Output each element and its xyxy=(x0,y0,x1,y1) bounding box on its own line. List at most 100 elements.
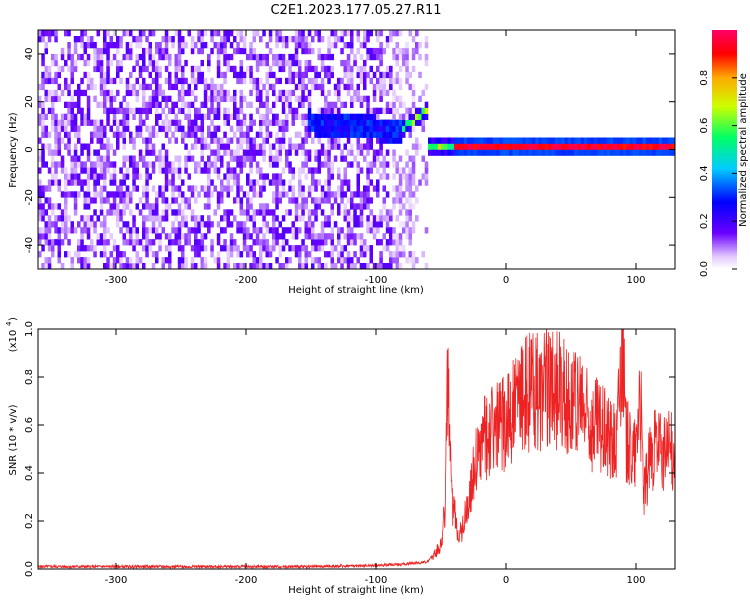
heatmap-cell xyxy=(359,251,364,258)
heatmap-cell xyxy=(350,47,354,55)
heatmap-cell xyxy=(145,161,149,168)
heatmap-cell xyxy=(239,203,244,210)
heatmap-cell xyxy=(41,209,45,216)
heatmap-cell xyxy=(376,167,380,174)
heatmap-cell xyxy=(509,137,513,144)
heatmap-cell xyxy=(203,221,208,228)
heatmap-cell xyxy=(99,155,104,162)
heatmap-cell xyxy=(320,107,325,114)
heatmap-cell xyxy=(369,227,373,234)
heatmap-cell xyxy=(506,137,510,144)
heatmap-cell xyxy=(242,71,247,79)
heatmap-cell xyxy=(311,179,315,186)
heatmap-cell xyxy=(112,263,117,269)
heatmap-cell xyxy=(418,42,422,49)
heatmap-cell xyxy=(164,161,169,168)
heatmap-cell xyxy=(73,191,78,198)
heatmap-cell xyxy=(129,89,133,97)
heatmap-cell xyxy=(168,239,172,246)
heatmap-cell xyxy=(125,239,130,246)
heatmap-cell xyxy=(226,113,230,120)
heatmap-cell xyxy=(226,119,230,126)
heatmap-cell xyxy=(402,245,406,252)
heatmap-cell xyxy=(398,179,403,186)
heatmap-cell xyxy=(376,131,380,138)
heatmap-cell xyxy=(47,185,52,192)
heatmap-cell xyxy=(649,143,653,150)
heatmap-cell xyxy=(379,143,383,150)
heatmap-cell xyxy=(129,233,133,240)
heatmap-cell xyxy=(311,257,315,264)
heatmap-cell xyxy=(564,149,568,156)
heatmap-cell xyxy=(51,149,55,156)
heatmap-cell xyxy=(161,209,165,216)
heatmap-cell xyxy=(252,257,256,264)
heatmap-cell xyxy=(509,143,513,150)
heatmap-cell xyxy=(424,173,429,180)
heatmap-cell xyxy=(285,89,289,97)
heatmap-cell xyxy=(38,233,42,240)
heatmap-cell xyxy=(278,245,282,252)
heatmap-cell xyxy=(148,137,152,144)
heatmap-cell xyxy=(356,257,360,264)
heatmap-cell xyxy=(324,179,328,186)
heatmap-cell xyxy=(226,30,230,37)
heatmap-cell xyxy=(311,245,315,252)
heatmap-cell xyxy=(236,197,240,204)
heatmap-cell xyxy=(369,47,373,55)
heatmap-cell xyxy=(561,137,565,144)
heatmap-cell xyxy=(80,227,84,234)
heatmap-cell xyxy=(249,197,253,204)
heatmap-cell xyxy=(385,161,390,168)
heatmap-cell xyxy=(392,155,396,162)
heatmap-cell xyxy=(395,77,399,85)
heatmap-cell xyxy=(236,251,240,258)
heatmap-cell xyxy=(229,167,234,174)
heatmap-cell xyxy=(346,53,351,61)
heatmap-cell xyxy=(103,173,107,180)
heatmap-cell xyxy=(392,113,396,120)
heatmap-cell xyxy=(38,179,42,186)
heatmap-cell xyxy=(558,137,562,144)
heatmap-cell xyxy=(398,173,403,180)
heatmap-cell xyxy=(184,42,188,49)
heatmap-cell xyxy=(216,197,221,204)
heatmap-cell xyxy=(145,65,149,73)
heatmap-cell xyxy=(181,36,185,43)
heatmap-cell xyxy=(54,71,58,79)
heatmap-cell xyxy=(382,197,386,204)
heatmap-cell xyxy=(652,137,656,144)
heatmap-cell xyxy=(57,245,61,252)
heatmap-cell xyxy=(38,239,42,246)
heatmap-cell xyxy=(213,107,218,114)
heatmap-cell xyxy=(298,131,302,138)
heatmap-cell xyxy=(265,227,269,234)
heatmap-cell xyxy=(249,179,253,186)
heatmap-cell xyxy=(44,125,48,132)
heatmap-cell xyxy=(197,245,201,252)
heatmap-cell xyxy=(389,233,393,240)
heatmap-cell xyxy=(129,227,133,234)
heatmap-cell xyxy=(132,89,136,97)
heatmap-cell xyxy=(356,143,360,150)
heatmap-cell xyxy=(239,263,244,269)
heatmap-cell xyxy=(398,83,403,91)
heatmap-cell xyxy=(177,239,182,246)
heatmap-cell xyxy=(174,137,178,144)
heatmap-cell xyxy=(392,173,396,180)
heatmap-cell xyxy=(122,239,126,246)
heatmap-cell xyxy=(200,239,204,246)
heatmap-cell xyxy=(203,263,208,269)
heatmap-cell xyxy=(350,191,354,198)
heatmap-cell xyxy=(333,101,338,108)
heatmap-cell xyxy=(301,143,305,150)
heatmap-cell xyxy=(311,65,315,73)
heatmap-cell xyxy=(301,185,305,192)
heatmap-cell xyxy=(210,83,214,91)
heatmap-cell xyxy=(80,89,84,97)
heatmap-cell xyxy=(324,149,328,156)
heatmap-cell xyxy=(324,125,328,132)
heatmap-cell xyxy=(73,155,78,162)
heatmap-cell xyxy=(272,191,276,198)
